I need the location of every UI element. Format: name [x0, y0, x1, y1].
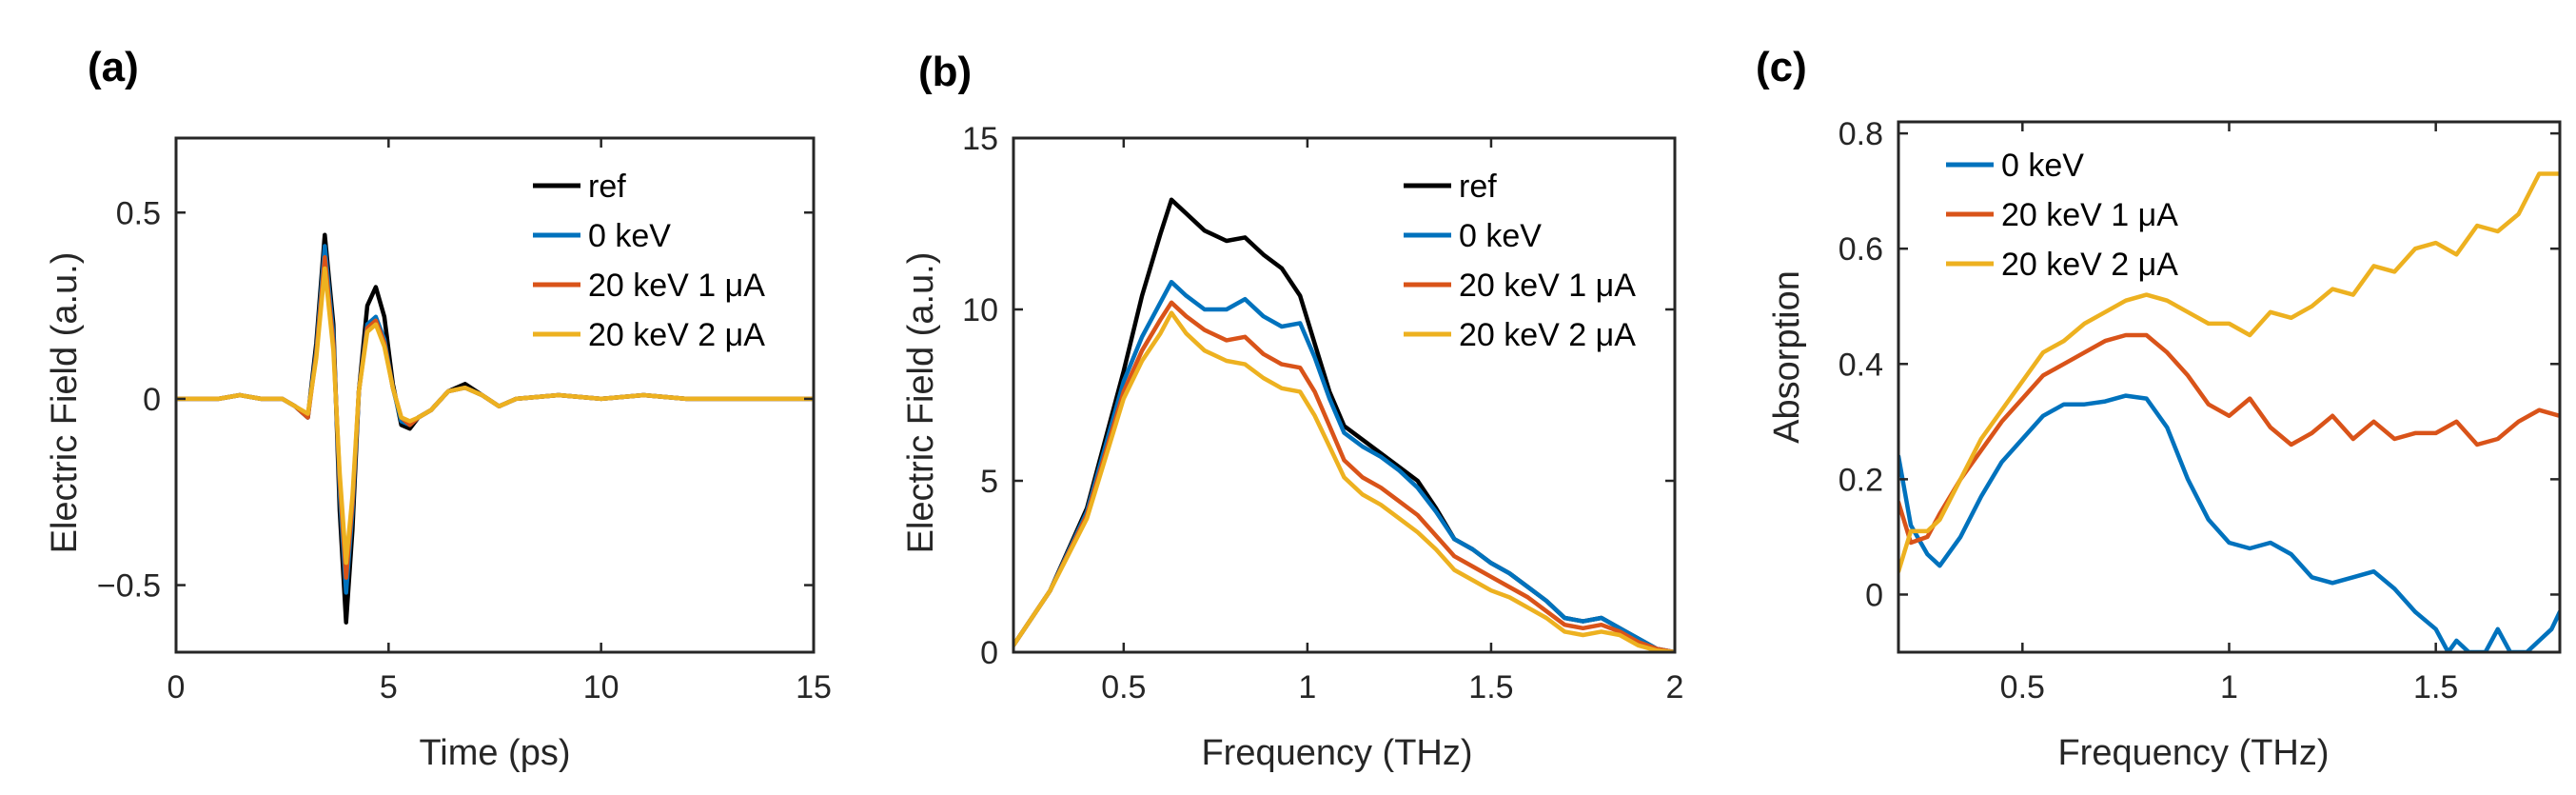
y-tick-label-b: 0 — [980, 635, 998, 671]
legend-b: ref 0 keV 20 keV 1 μA 20 keV 2 μA — [1404, 169, 1636, 353]
x-axis-label-a: Time (ps) — [419, 733, 570, 773]
legend-a: ref 0 keV 20 keV 1 μA 20 keV 2 μA — [533, 169, 765, 353]
plot-frame-c — [1897, 120, 2562, 654]
plot-area-b — [1013, 197, 1675, 652]
legend-label-20-kev-2-a-c: 20 keV 2 μA — [2001, 247, 2178, 283]
x-axis-label-b: Frequency (THz) — [1201, 733, 1472, 773]
panel-label-b: (b) — [918, 49, 972, 95]
y-tick-label-b: 15 — [962, 121, 998, 157]
series-line-20-kev-1-a-b — [1013, 300, 1675, 652]
x-tick-label-b: 1 — [1298, 669, 1316, 706]
x-axis-label-c: Frequency (THz) — [2057, 733, 2329, 773]
panel-label-c: (c) — [1756, 44, 1807, 90]
legend-c: 0 keV 20 keV 1 μA 20 keV 2 μA — [1946, 148, 2178, 283]
panel-b: (b) Frequency (THz) Electric Field (a.u.… — [901, 49, 1683, 773]
panel-c: (c) Frequency (THz) Absorption 0.5 1 1.5 0 0… — [1756, 44, 2562, 773]
y-tick-label-c: 0.2 — [1839, 462, 1883, 498]
x-tick-label-b: 0.5 — [1101, 669, 1146, 706]
y-tick-label-a: 0.5 — [116, 195, 161, 231]
y-tick-label-c: 0.4 — [1839, 347, 1883, 383]
legend-label-20-kev-2-a-b: 20 keV 2 μA — [1459, 317, 1636, 353]
legend-label-ref-b: ref — [1459, 169, 1497, 205]
y-axis-label-a: Electric Field (a.u.) — [45, 252, 85, 554]
series-line-20-kev-2-a-c — [1898, 171, 2560, 574]
y-tick-label-a: −0.5 — [97, 568, 161, 605]
y-tick-label-c: 0.6 — [1839, 231, 1883, 268]
y-tick-label-a: 0 — [143, 382, 161, 418]
series-line-0-kev-c — [1898, 393, 2560, 652]
legend-label-20-kev-1-a-c: 20 keV 1 μA — [2001, 197, 2178, 233]
y-tick-label-b: 5 — [980, 464, 998, 500]
legend-label-20-kev-1-a-b: 20 keV 1 μA — [1459, 268, 1636, 304]
legend-label-0-kev-a: 0 keV — [588, 218, 671, 254]
series-line-20-kev-2-a-b — [1013, 310, 1675, 652]
y-tick-label-b: 10 — [962, 292, 998, 328]
x-tick-label-c: 1.5 — [2413, 669, 2458, 706]
series-line-20-kev-1-a-a — [176, 254, 814, 580]
legend-label-20-kev-1-a-a: 20 keV 1 μA — [588, 268, 765, 304]
x-tick-label-b: 1.5 — [1468, 669, 1513, 706]
x-tick-label-c: 1 — [2220, 669, 2238, 706]
legend-label-20-kev-2-a-a: 20 keV 2 μA — [588, 317, 765, 353]
panel-a: (a) Time (ps) Electric Field (a.u.) 0 5 10… — [45, 44, 832, 773]
x-tick-label-a: 5 — [380, 669, 398, 706]
legend-label-0-kev-c: 0 keV — [2001, 148, 2084, 184]
y-tick-label-c: 0.8 — [1839, 116, 1883, 152]
legend-label-ref-a: ref — [588, 169, 626, 205]
x-tick-label-c: 0.5 — [2000, 669, 2045, 706]
panel-label-a: (a) — [88, 44, 139, 90]
x-tick-label-a: 15 — [796, 669, 832, 706]
x-tick-label-a: 10 — [583, 669, 619, 706]
x-tick-label-a: 0 — [167, 669, 186, 706]
plot-frame-a — [174, 136, 816, 654]
plot-area-c — [1898, 171, 2560, 652]
series-line-20-kev-2-a-a — [176, 266, 814, 566]
legend-label-0-kev-b: 0 keV — [1459, 218, 1542, 254]
series-line-0-kev-b — [1013, 279, 1675, 652]
plot-area-a — [176, 232, 814, 625]
x-tick-label-b: 2 — [1666, 669, 1684, 706]
series-line-20-kev-1-a-c — [1898, 332, 2560, 546]
y-axis-label-c: Absorption — [1767, 270, 1807, 444]
y-axis-label-b: Electric Field (a.u.) — [901, 252, 941, 554]
plot-frame-b — [1012, 136, 1677, 654]
y-tick-label-c: 0 — [1865, 577, 1883, 613]
